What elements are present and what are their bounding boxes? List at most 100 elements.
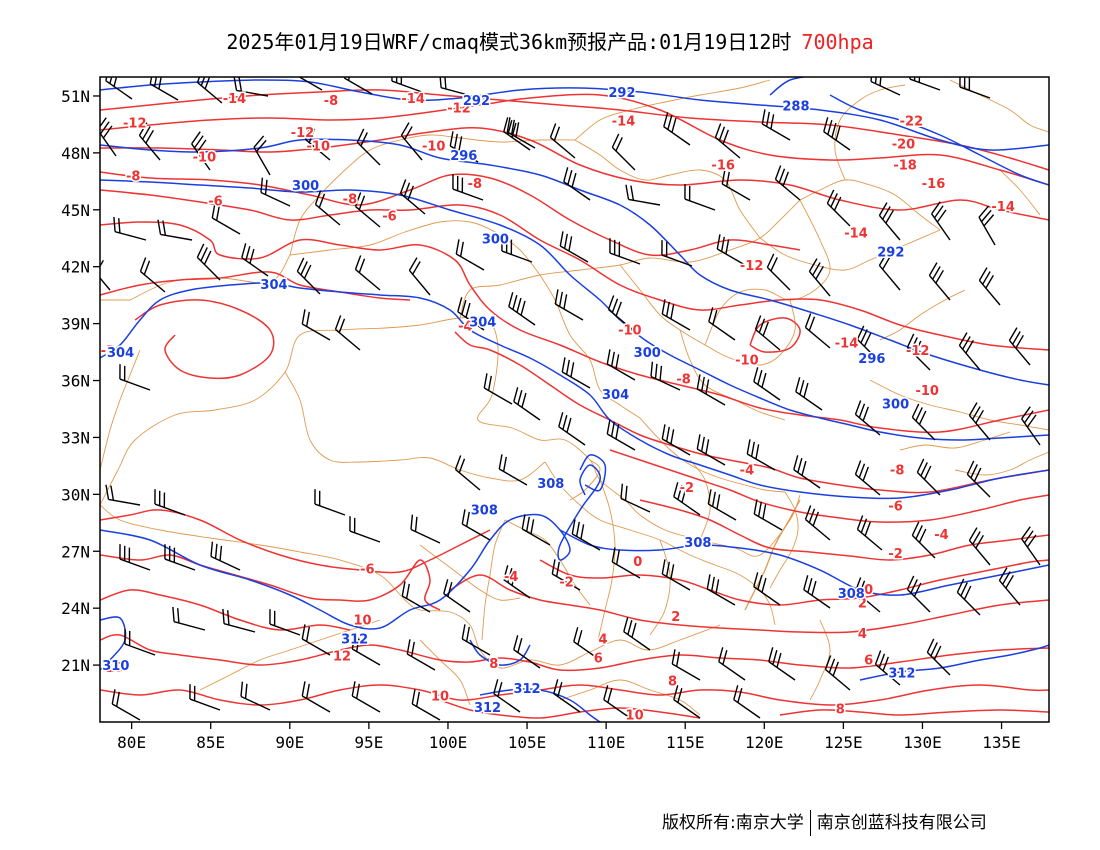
chart-title: 2025年01月19日WRF/cmaq模式36km预报产品:01月19日12时 7… [0,26,1100,55]
wind-barb [100,256,111,291]
border-line [569,459,601,501]
wind-barb [293,77,323,91]
wind-barb [606,349,636,381]
wind-barb [503,117,531,151]
lon-tick-label: 95E [354,733,383,752]
wind-barb [803,575,831,609]
wind-barbs [100,77,1041,721]
wind-barb [661,299,691,331]
copyright-left: 版权所有:南京大学 [662,813,804,833]
isotherm [100,126,1049,221]
wind-barb [625,184,661,206]
wind-barb [714,123,741,159]
temperature-label: 4 [858,627,867,642]
border-line [834,84,906,181]
temperature-label: -8 [343,192,357,207]
height-label: 288 [782,99,809,114]
wind-barb [607,295,634,331]
wind-barb [793,455,821,489]
height-label: 292 [877,246,904,261]
wind-barb [824,655,851,691]
isotherm [454,331,1049,494]
border-line [999,169,1041,216]
isotherm [100,93,1049,186]
wind-barb [354,192,381,228]
temperature-label: -16 [711,158,735,173]
isotherm [100,89,1049,171]
wind-barb [233,77,269,97]
height-contour [479,688,601,722]
temperature-contours [100,89,1049,719]
height-contour [100,79,1049,151]
wind-barb [113,216,147,241]
wind-barb [191,131,211,171]
border-line [559,679,701,716]
border-line [714,564,776,626]
border-line [544,461,716,566]
wind-barb [513,387,541,421]
isotherm [639,499,1049,561]
wind-barb [138,122,161,161]
wind-barb [461,509,491,541]
lat-tick-label: 42N [61,258,90,277]
temperature-label: 0 [864,583,873,598]
wind-barb [856,325,881,363]
border-line [954,451,1049,476]
temperature-label: -12 [291,126,315,141]
height-label: 296 [450,149,477,164]
wind-barb [105,77,133,100]
temperature-label: -6 [888,500,902,515]
wind-barb [663,112,691,146]
height-contour [559,529,1049,596]
border-line [879,289,966,341]
wind-barb [854,577,881,613]
height-label: 296 [858,352,885,367]
wind-barb [119,544,151,571]
wind-barb [196,243,221,281]
height-label: 300 [882,397,909,412]
temperature-label: -8 [890,464,904,479]
wind-barb [753,572,781,606]
isotherm [779,709,1049,716]
temperature-label: 2 [858,596,867,611]
wind-barb [149,77,179,101]
wind-barb [603,685,631,719]
wind-barb [551,559,581,591]
border-line [100,504,721,669]
wind-barb [1021,406,1041,446]
border-line [649,539,671,636]
height-label: 300 [292,179,319,194]
lat-tick-label: 24N [61,599,90,618]
wind-barb [661,424,691,456]
isotherm [449,574,1049,634]
wind-barb [673,685,701,719]
lon-tick-label: 90E [275,733,304,752]
wind-barb [856,515,883,551]
border-line [639,417,786,493]
temperature-label: 6 [864,653,873,668]
wind-barb [211,203,241,235]
wind-barb [909,77,941,91]
wind-barb [606,419,636,451]
temperature-label: -4 [504,570,518,585]
isotherm [100,509,491,574]
isotherm [749,317,801,353]
wind-barb [554,289,584,321]
wind-barb [498,454,528,486]
wind-barb [774,165,801,201]
temperature-label: -22 [900,115,924,130]
border-line [574,79,771,141]
temperature-label: 12 [333,650,351,665]
lat-tick-label: 30N [61,485,90,504]
border-line [284,371,546,482]
wind-barb [452,174,484,201]
temperature-label: -8 [676,373,690,388]
wind-barb [968,527,991,566]
wind-barb [956,578,981,616]
wind-barb [124,629,156,656]
lat-tick-label: 48N [61,144,90,163]
wind-barb [823,117,851,151]
wind-barb [673,482,701,516]
temperature-label: -12 [740,259,764,274]
wind-barb [696,374,726,406]
